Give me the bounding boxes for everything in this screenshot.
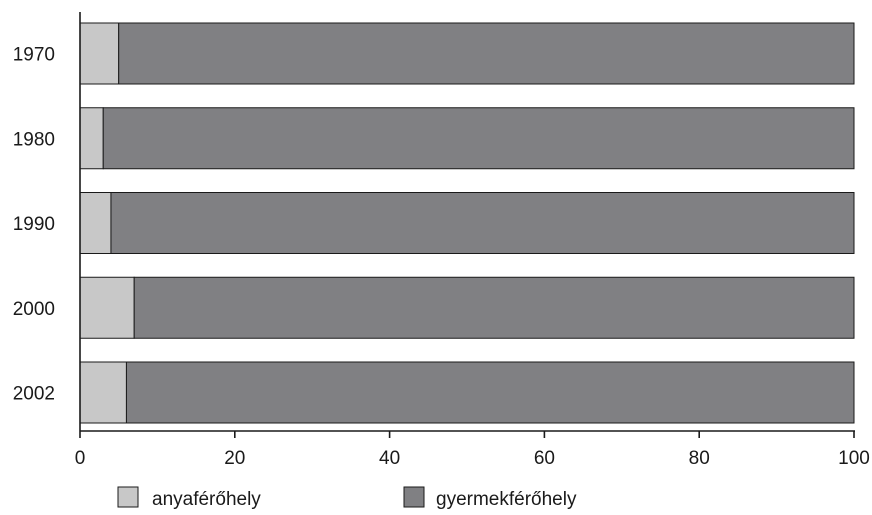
legend-label-anyaferohely: anyaférőhely [152,489,261,510]
bar-1990-gyermekferohely [110,192,855,254]
x-tick-label: 20 [224,448,245,469]
legend: anyaférőhely gyermekférőhely [117,486,577,510]
bar-1980-gyermekferohely [102,107,855,170]
y-tick-label: 2000 [13,299,55,320]
legend-label-gyermekferohely: gyermekférőhely [436,489,577,510]
bar-2002-anyaferohely [79,361,127,424]
x-tick-label: 100 [838,448,870,469]
legend-swatch-anyaferohely [117,486,139,508]
y-tick-label: 1990 [13,214,55,235]
bar-2002-gyermekferohely [125,361,855,424]
bar-2000-gyermekferohely [133,276,855,339]
y-tick-label: 1980 [13,129,55,150]
y-tick-label: 2002 [13,384,55,405]
legend-swatch-gyermekferohely [403,486,425,508]
bar-1990-anyaferohely [79,192,112,254]
x-tick-label: 80 [689,448,710,469]
bar-1970-anyaferohely [79,22,120,85]
x-tick-label: 40 [379,448,400,469]
bar-1970-gyermekferohely [118,22,855,85]
bar-1980-anyaferohely [79,107,104,170]
bar-2000-anyaferohely [79,276,135,339]
x-tick-label: 60 [534,448,555,469]
axes-group: 1970 1980 1990 2000 2002 0 20 40 60 80 100 [13,12,870,469]
x-tick-label: 0 [75,448,86,469]
y-tick-label: 1970 [13,45,55,66]
bars-group [79,22,855,424]
